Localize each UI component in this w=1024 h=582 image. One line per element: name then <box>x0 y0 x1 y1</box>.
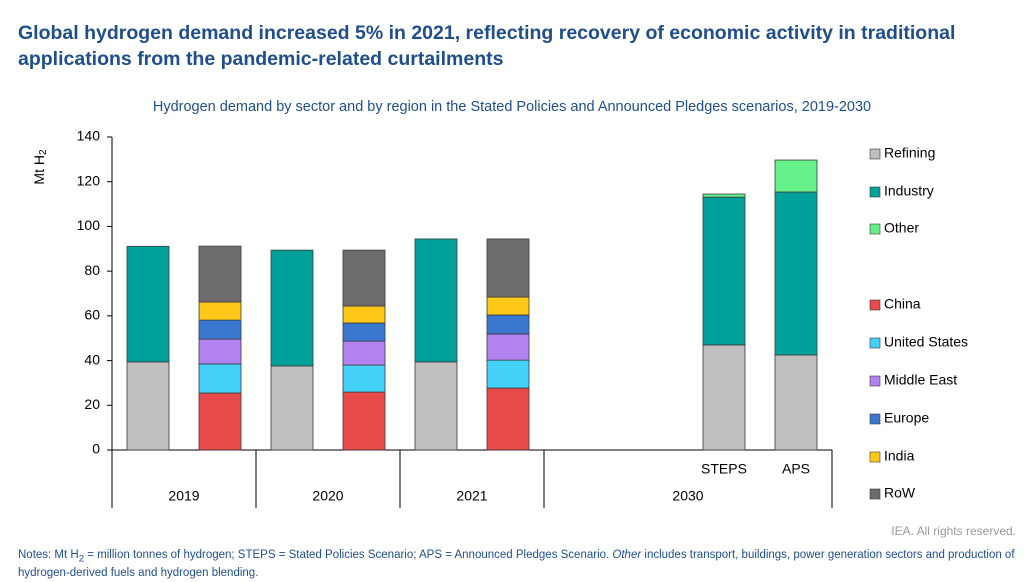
bar-segment <box>198 301 242 321</box>
legend-label: Europe <box>884 410 929 426</box>
legend-label: Refining <box>884 145 935 161</box>
bar-segment <box>342 391 386 451</box>
legend-label: Industry <box>884 183 934 199</box>
bar-segment <box>270 365 314 451</box>
group-label: 2020 <box>312 488 343 504</box>
y-tick-label: 40 <box>84 351 100 367</box>
bar-segment <box>414 238 458 363</box>
bar-segment <box>198 338 242 365</box>
legend-swatch <box>869 223 881 235</box>
legend-label: RoW <box>884 485 916 501</box>
notes-text: = million tonnes of hydrogen; STEPS = St… <box>84 549 613 561</box>
y-tick-label: 80 <box>84 262 100 278</box>
y-axis-label: Mt H2 <box>31 149 49 185</box>
legend-swatch <box>869 375 881 387</box>
legend-label: Middle East <box>884 372 957 388</box>
bar-segment <box>342 249 386 307</box>
bar-segment <box>342 322 386 342</box>
bar-segment <box>774 354 818 451</box>
notes: Notes: Mt H2 = million tonnes of hydroge… <box>18 548 1018 580</box>
legend-swatch <box>869 186 881 198</box>
y-tick-label: 100 <box>77 217 101 233</box>
legend-label: India <box>884 448 915 464</box>
y-label-sub: 2 <box>38 149 49 155</box>
legend-swatch <box>869 148 881 160</box>
bar-segment <box>486 296 530 316</box>
legend-swatch <box>869 337 881 349</box>
y-tick-label: 0 <box>92 441 100 457</box>
legend-swatch <box>869 451 881 463</box>
notes-text: includes transport, buildings, power gen… <box>18 549 1015 580</box>
bar-segment <box>414 361 458 451</box>
bar-segment <box>198 392 242 451</box>
bar-segment <box>198 363 242 394</box>
bar-segment <box>126 245 170 363</box>
bar-segment <box>126 361 170 451</box>
legend-swatch <box>869 488 881 500</box>
notes-sub: 2 <box>78 553 85 565</box>
bar-segment <box>774 191 818 356</box>
bar-segment <box>486 387 530 451</box>
bar-segment <box>486 359 530 389</box>
bar-segment <box>342 364 386 393</box>
bar-segment <box>702 344 746 451</box>
notes-text: Notes: Mt H <box>18 549 79 561</box>
bar-segment <box>486 333 530 361</box>
bar-segment <box>342 340 386 366</box>
x-tick-label: STEPS <box>701 461 747 477</box>
x-tick-label: APS <box>782 461 810 477</box>
y-label-main: Mt H <box>31 155 47 185</box>
source: IEA. All rights reserved. <box>891 524 1016 538</box>
title: Global hydrogen demand increased 5% in 2… <box>18 22 956 70</box>
legend-label: Other <box>884 220 919 236</box>
legend-swatch <box>869 299 881 311</box>
y-tick-label: 140 <box>77 128 101 144</box>
y-tick-label: 60 <box>84 307 100 323</box>
legend-label: China <box>884 296 921 312</box>
y-tick-label: 120 <box>77 172 101 188</box>
group-label: 2021 <box>456 488 487 504</box>
chart: Mt H2 0 20 40 60 80 100 120 140 2019 2020 2021 2030… <box>31 128 968 508</box>
bar-segment <box>342 305 386 324</box>
bar-segment <box>702 193 746 198</box>
legend-swatch <box>869 413 881 425</box>
notes-em: Other <box>612 549 642 561</box>
bar-segment <box>486 238 530 298</box>
legend-label: United States <box>884 334 968 350</box>
subtitle: Hydrogen demand by sector and by region … <box>152 99 872 115</box>
bar-segment <box>702 196 746 346</box>
bar-segment <box>774 159 818 193</box>
bar-segment <box>486 314 530 335</box>
bar-segment <box>198 245 242 303</box>
group-label: 2019 <box>168 488 199 504</box>
group-label: 2030 <box>672 488 703 504</box>
y-tick-label: 20 <box>84 396 100 412</box>
bar-segment <box>198 319 242 340</box>
bar-segment <box>270 249 314 367</box>
